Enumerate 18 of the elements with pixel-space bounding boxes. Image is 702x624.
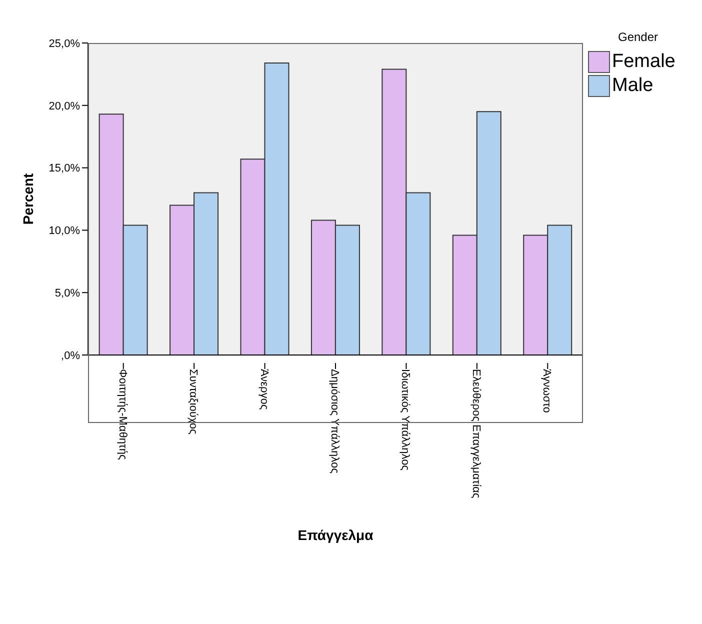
x-tick-label: Άγνωστο: [540, 369, 553, 413]
x-axis-title: Επάγγελμα: [298, 527, 374, 543]
legend-title: Gender: [618, 30, 660, 44]
y-tick-label: 20,0%: [48, 100, 80, 112]
x-tick-label: Φοιτητής-Μαθητής: [116, 369, 128, 460]
y-tick-label: ,0%: [61, 350, 80, 362]
y-tick-label: 10,0%: [48, 225, 80, 238]
x-tick-label: Άνεργος: [258, 369, 270, 410]
legend-label: Female: [611, 50, 676, 74]
y-tick-label: 15,0%: [48, 162, 80, 175]
y-axis-title: Percent: [20, 172, 36, 225]
y-tick-label: 5,0%: [54, 288, 80, 300]
x-tick-label: Δημόσιος Υπάλληλος: [328, 369, 340, 474]
y-tick-label: 25,0%: [48, 38, 80, 50]
x-tick-label: Συνταξιούχος: [187, 369, 200, 434]
x-tick-label: Ιδιωτικός Υπάλληλος: [399, 369, 412, 470]
legend-label: Male: [611, 74, 654, 98]
x-tick-label: Ελεύθερος Επαγγελματίας: [470, 369, 482, 498]
